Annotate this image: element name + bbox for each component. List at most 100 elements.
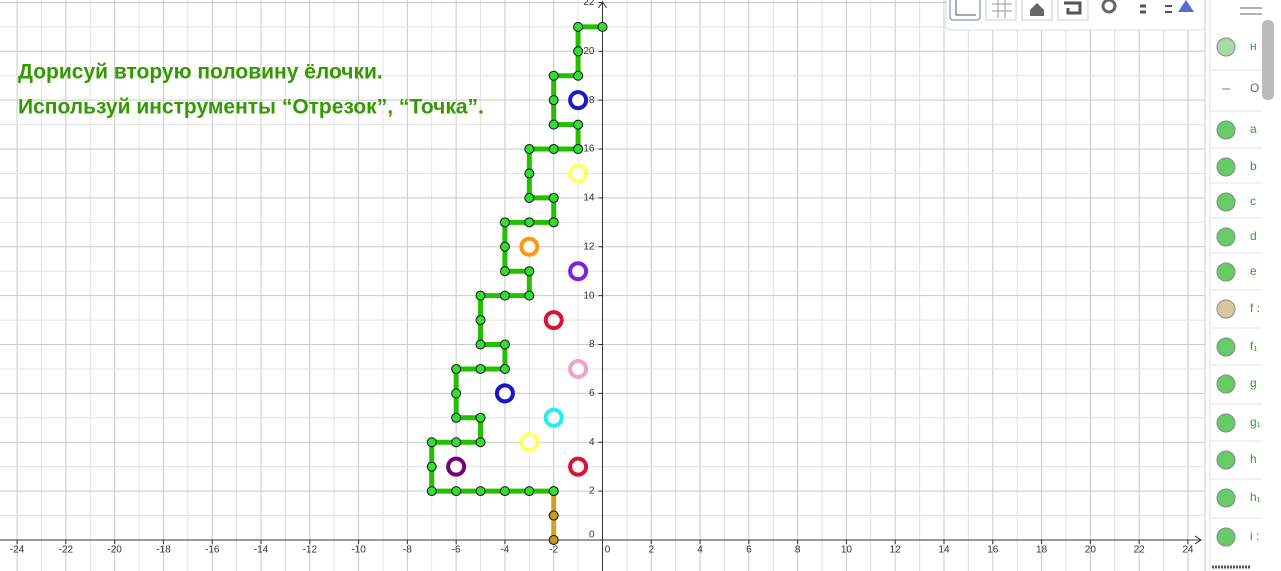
tree-point bbox=[475, 437, 486, 448]
x-tick-label: -8 bbox=[403, 545, 412, 556]
visibility-toggle[interactable] bbox=[1216, 227, 1236, 247]
plot bbox=[426, 21, 608, 545]
tree-point bbox=[524, 290, 535, 301]
y-tick-label: 8 bbox=[589, 339, 595, 350]
algebra-item-label: h₁ bbox=[1250, 490, 1261, 504]
ornament bbox=[543, 407, 564, 428]
tree-point bbox=[475, 339, 486, 350]
algebra-item-label: a bbox=[1250, 122, 1257, 136]
y-tick-label: 16 bbox=[583, 144, 595, 155]
algebra-item-label: g₁ bbox=[1250, 415, 1261, 429]
grid-toggle[interactable] bbox=[985, 0, 1017, 21]
tree-point bbox=[573, 70, 584, 81]
tree-point bbox=[524, 266, 535, 277]
x-tick-label: -14 bbox=[254, 545, 269, 556]
y-tick-label: 4 bbox=[589, 437, 595, 448]
visibility-toggle[interactable] bbox=[1216, 37, 1236, 57]
axes-toggle[interactable] bbox=[949, 0, 981, 21]
tree-point bbox=[475, 412, 486, 423]
x-tick-label: 18 bbox=[1036, 545, 1048, 556]
settings-button[interactable] bbox=[1101, 0, 1117, 14]
visibility-toggle[interactable] bbox=[1216, 413, 1236, 433]
tree-point bbox=[499, 339, 510, 350]
visibility-toggle[interactable] bbox=[1216, 337, 1236, 357]
y-tick-label: 20 bbox=[583, 46, 595, 57]
tree-point bbox=[524, 192, 535, 203]
tree-point bbox=[475, 363, 486, 374]
tree-point bbox=[573, 46, 584, 57]
algebra-item-label: i : bbox=[1250, 529, 1259, 543]
view-triangle bbox=[1178, 0, 1194, 12]
x-tick-label: 20 bbox=[1085, 545, 1097, 556]
algebra-item-label: н bbox=[1250, 39, 1257, 53]
visibility-toggle[interactable] bbox=[1216, 157, 1236, 177]
x-tick-label: 4 bbox=[697, 545, 703, 556]
x-tick-label: 14 bbox=[938, 545, 950, 556]
tree-point bbox=[548, 95, 559, 106]
ornament bbox=[519, 432, 540, 453]
tree-point bbox=[548, 217, 559, 228]
x-tick-label: -16 bbox=[205, 545, 220, 556]
algebra-items: н Oa b c d e f : f₁ g g₁ h h₁ i : bbox=[1210, 37, 1262, 547]
trunk-point bbox=[548, 510, 559, 521]
tree-point bbox=[451, 486, 462, 497]
y-tick-label: 14 bbox=[583, 193, 595, 204]
x-tick-label: -20 bbox=[107, 545, 122, 556]
visibility-toggle[interactable] bbox=[1216, 192, 1236, 212]
visibility-toggle[interactable] bbox=[1216, 527, 1236, 547]
tree-point bbox=[524, 217, 535, 228]
visibility-toggle[interactable] bbox=[1216, 262, 1236, 282]
tree-point bbox=[573, 21, 584, 32]
visibility-toggle[interactable] bbox=[1216, 374, 1236, 394]
visibility-toggle[interactable] bbox=[1216, 299, 1236, 319]
tree-point bbox=[426, 461, 437, 472]
y-tick-label: 22 bbox=[583, 0, 595, 8]
menu-icon[interactable] bbox=[1140, 4, 1146, 14]
x-tick-label: -2 bbox=[549, 545, 558, 556]
ornament bbox=[568, 456, 589, 477]
visibility-toggle[interactable] bbox=[1216, 450, 1236, 470]
algebra-view: н Oa b c d e f : f₁ g g₁ h h₁ i : bbox=[1204, 0, 1281, 571]
instruction-line: Используй инструменты “Отрезок”, “Точка”… bbox=[18, 96, 484, 119]
tree-point bbox=[451, 388, 462, 399]
x-tick-label: 0 bbox=[605, 545, 611, 556]
tree-point bbox=[451, 363, 462, 374]
instruction-line: Дорисуй вторую половину ёлочки. bbox=[18, 61, 383, 84]
axes-icon bbox=[955, 0, 976, 16]
algebra-item-label: c bbox=[1250, 194, 1256, 208]
ornament bbox=[519, 236, 540, 257]
algebra-item-label: h bbox=[1250, 452, 1257, 466]
algebra-item-label: f : bbox=[1250, 301, 1260, 315]
x-tick-label: 2 bbox=[649, 545, 655, 556]
tree-point bbox=[475, 486, 486, 497]
snap-icon bbox=[1064, 1, 1082, 15]
y-tick-label: 10 bbox=[583, 290, 595, 301]
tree-point bbox=[548, 70, 559, 81]
algebra-menu-icon[interactable] bbox=[1240, 7, 1262, 15]
tree-point bbox=[451, 412, 462, 423]
visibility-toggle[interactable] bbox=[1216, 120, 1236, 140]
x-tick-label: 16 bbox=[987, 545, 999, 556]
scrollbar[interactable] bbox=[1262, 20, 1274, 100]
tree-point bbox=[499, 266, 510, 277]
view-icon[interactable] bbox=[1165, 5, 1172, 13]
x-axis-arrow bbox=[1194, 535, 1202, 545]
x-tick-label: -4 bbox=[500, 545, 509, 556]
x-tick-label: 6 bbox=[746, 545, 752, 556]
visibility-toggle[interactable] bbox=[1216, 488, 1236, 508]
axes: -24 -22 -20 -18 -16 -14 -12 -10 -8 -6 -4 -2 0 2 4 6 8 10 1… bbox=[0, 0, 1202, 571]
x-tick-label: 12 bbox=[890, 545, 902, 556]
tree-point bbox=[548, 486, 559, 497]
ornament bbox=[568, 358, 589, 379]
tree-point bbox=[548, 144, 559, 155]
y-tick-label: 18 bbox=[583, 95, 595, 106]
tree-point bbox=[499, 241, 510, 252]
tree-point bbox=[524, 144, 535, 155]
x-tick-label: 22 bbox=[1134, 545, 1146, 556]
tree-point bbox=[499, 217, 510, 228]
x-tick-label: -24 bbox=[10, 545, 25, 556]
algebra-item-label: b bbox=[1250, 159, 1257, 173]
x-tick-label: 8 bbox=[795, 545, 801, 556]
x-tick-label: 10 bbox=[841, 545, 853, 556]
